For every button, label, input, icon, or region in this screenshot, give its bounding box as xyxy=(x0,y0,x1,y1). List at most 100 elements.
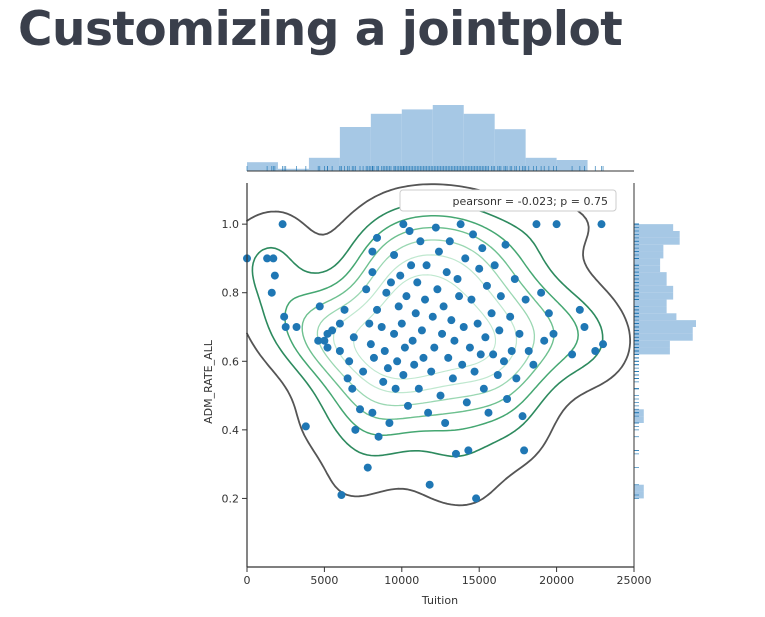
y-hist-bar xyxy=(634,244,664,252)
scatter-point xyxy=(407,261,416,270)
x-tick-label: 0 xyxy=(244,574,251,587)
scatter-point xyxy=(599,340,608,349)
scatter-point xyxy=(425,480,434,489)
scatter-point xyxy=(411,309,420,318)
scatter-point xyxy=(390,251,399,259)
scatter-point xyxy=(408,336,417,345)
scatter-point xyxy=(328,326,337,335)
scatter-point xyxy=(490,261,499,270)
scatter-points xyxy=(243,220,608,503)
scatter-point xyxy=(537,288,546,297)
scatter-point xyxy=(448,374,457,383)
scatter-point xyxy=(413,278,422,287)
scatter-point xyxy=(335,347,344,355)
kde-contour-line xyxy=(251,202,604,458)
y-hist-bar xyxy=(634,347,670,355)
scatter-point xyxy=(495,326,504,335)
x-axis-label: Tuition xyxy=(421,594,458,607)
scatter-point xyxy=(524,347,533,355)
scatter-point xyxy=(292,323,301,331)
scatter-point xyxy=(507,347,516,355)
y-hist-bar xyxy=(634,231,680,238)
x-hist-bar xyxy=(432,105,464,171)
scatter-point xyxy=(529,360,538,369)
scatter-point xyxy=(453,275,462,283)
y-ticks: 0.2 0.4 0.6 0.8 1.0 xyxy=(222,218,247,505)
scatter-point xyxy=(351,425,360,434)
y-hist-bar xyxy=(634,333,693,341)
scatter-point xyxy=(496,292,505,301)
scatter-point xyxy=(501,240,510,249)
scatter-point xyxy=(337,491,346,499)
scatter-point xyxy=(314,336,323,345)
y-axis-label: ADM_RATE_ALL xyxy=(202,339,215,424)
scatter-point xyxy=(410,360,419,369)
scatter-point xyxy=(532,220,541,229)
scatter-point xyxy=(544,309,553,318)
y-hist-bar xyxy=(634,484,644,492)
y-tick-label: 0.6 xyxy=(222,355,240,368)
scatter-point xyxy=(552,220,561,229)
x-hist-bar xyxy=(370,113,402,171)
scatter-point xyxy=(499,357,508,366)
scatter-point xyxy=(414,384,423,393)
scatter-point xyxy=(433,285,442,294)
scatter-point xyxy=(345,357,354,366)
scatter-point xyxy=(458,360,467,369)
scatter-point xyxy=(281,323,290,331)
kde-contour-line xyxy=(332,254,518,394)
x-tick-label: 5000 xyxy=(310,574,338,587)
scatter-point xyxy=(462,398,471,407)
scatter-point xyxy=(278,220,287,229)
scatter-point xyxy=(428,312,437,321)
x-hist-bar xyxy=(556,160,588,171)
scatter-point xyxy=(390,329,399,338)
scatter-point xyxy=(373,233,382,242)
x-tick-label: 10000 xyxy=(384,574,419,587)
x-tick-label: 15000 xyxy=(462,574,497,587)
slide-title: Customizing a jointplot xyxy=(18,2,623,57)
scatter-point xyxy=(393,357,402,366)
x-tick-label: 20000 xyxy=(539,574,574,587)
kde-contour-line xyxy=(246,183,631,507)
scatter-point xyxy=(591,347,600,355)
scatter-point xyxy=(362,285,371,294)
scatter-point xyxy=(575,305,584,314)
scatter-point xyxy=(475,264,484,273)
y-hist-bar xyxy=(634,292,674,300)
scatter-point xyxy=(442,268,451,277)
scatter-point xyxy=(269,254,278,263)
y-hist-bar xyxy=(634,299,667,307)
scatter-point xyxy=(422,261,431,270)
scatter-point xyxy=(366,340,375,349)
scatter-point xyxy=(340,305,349,314)
scatter-point xyxy=(320,336,329,345)
scatter-point xyxy=(419,353,428,362)
kde-contours xyxy=(246,183,631,507)
y-tick-label: 0.8 xyxy=(222,287,240,300)
scatter-point xyxy=(489,350,498,359)
scatter-point xyxy=(263,254,272,263)
scatter-point xyxy=(368,408,377,417)
scatter-point xyxy=(424,408,433,417)
x-hist-bar xyxy=(247,162,278,171)
x-tick-label: 25000 xyxy=(617,574,652,587)
scatter-point xyxy=(363,463,372,472)
scatter-point xyxy=(434,247,443,256)
scatter-point xyxy=(464,446,473,455)
scatter-point xyxy=(405,227,414,235)
scatter-point xyxy=(267,288,276,297)
scatter-point xyxy=(549,329,558,338)
scatter-point xyxy=(343,374,352,383)
y-marginal-rug xyxy=(634,223,639,499)
scatter-point xyxy=(540,336,549,345)
scatter-point xyxy=(521,295,530,304)
y-tick-label: 0.4 xyxy=(222,424,240,437)
x-hist-bar xyxy=(339,127,371,171)
y-hist-bar xyxy=(634,313,677,321)
y-hist-bar xyxy=(634,340,670,348)
y-hist-bar xyxy=(634,272,667,279)
scatter-point xyxy=(400,343,409,352)
scatter-point xyxy=(445,237,454,246)
